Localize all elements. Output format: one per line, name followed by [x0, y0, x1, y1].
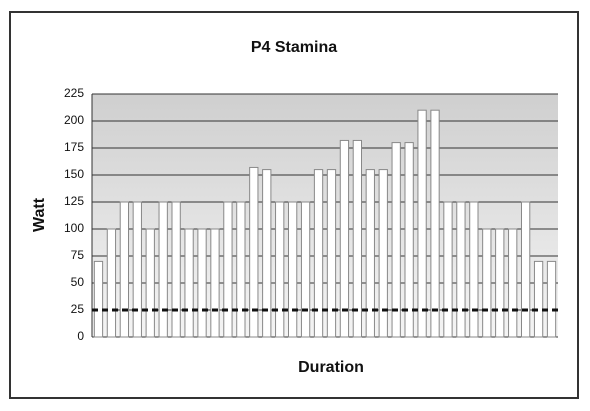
- y-tick-label: 200: [64, 113, 84, 127]
- bar: [262, 169, 272, 338]
- bar: [184, 228, 194, 338]
- bar: [520, 201, 531, 338]
- bar: [339, 139, 350, 338]
- bar: [469, 201, 479, 338]
- y-tick-label: 0: [77, 329, 84, 343]
- bar: [533, 260, 544, 338]
- bar: [119, 201, 130, 338]
- bar: [378, 169, 388, 338]
- chart-title: P4 Stamina: [251, 39, 337, 56]
- y-tick-label: 75: [71, 248, 85, 262]
- y-axis-label: Watt: [31, 197, 48, 232]
- bar: [456, 201, 466, 338]
- bar: [93, 260, 104, 338]
- bar: [326, 169, 337, 338]
- bar: [404, 142, 414, 338]
- bar: [300, 201, 311, 338]
- bar: [443, 201, 453, 338]
- bar: [249, 166, 259, 338]
- bar: [430, 109, 440, 338]
- bar: [313, 169, 324, 338]
- plot-area: [92, 94, 558, 337]
- y-tick-label: 150: [64, 167, 84, 181]
- y-tick-label: 175: [64, 140, 84, 154]
- bar: [236, 201, 246, 338]
- bar: [106, 228, 117, 338]
- bar: [391, 142, 401, 338]
- bar: [145, 228, 155, 338]
- x-axis-label: Duration: [298, 359, 364, 376]
- y-tick-label: 100: [64, 221, 84, 235]
- y-tick-label: 25: [71, 302, 85, 316]
- bar: [417, 109, 427, 338]
- bar: [287, 201, 298, 338]
- bar: [482, 228, 492, 338]
- y-tick-label: 50: [71, 275, 85, 289]
- bar: [365, 169, 375, 338]
- bar: [132, 201, 142, 338]
- bar: [495, 228, 505, 338]
- bar: [197, 228, 207, 338]
- bar: [158, 201, 168, 338]
- bar: [352, 139, 363, 338]
- bar: [210, 228, 220, 338]
- bar: [508, 228, 518, 338]
- y-tick-label: 225: [64, 86, 84, 100]
- bar: [546, 260, 557, 338]
- y-tick-label: 125: [64, 194, 84, 208]
- bar: [275, 201, 285, 338]
- bar: [223, 201, 233, 338]
- bar: [171, 201, 181, 338]
